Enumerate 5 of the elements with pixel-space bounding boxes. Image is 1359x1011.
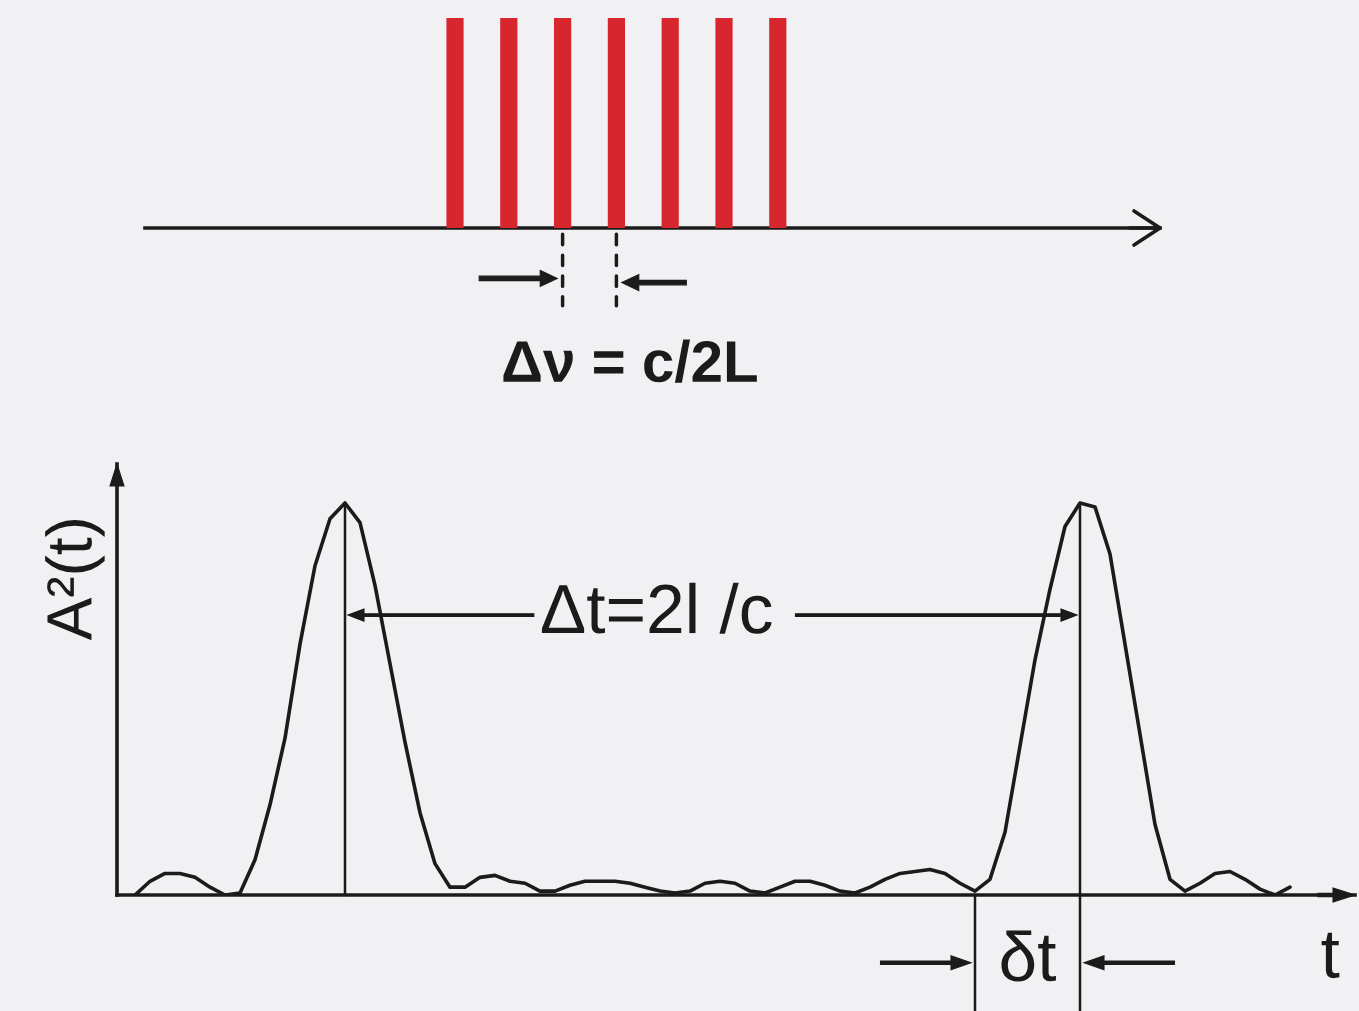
annotation: Δt=2l /c	[541, 582, 772, 634]
y-axis-title: A²(t)	[45, 520, 105, 641]
text: Δν = c/2L	[503, 339, 757, 383]
text: δt	[1001, 930, 1056, 982]
x-axis-title: t	[1321, 932, 1340, 979]
